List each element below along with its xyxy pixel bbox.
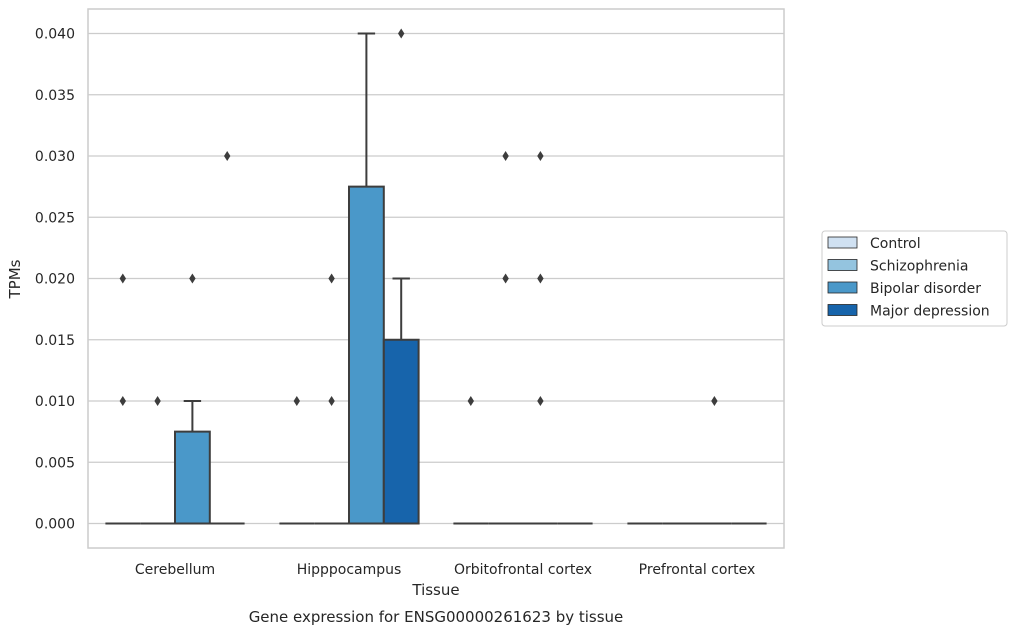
box-bipolar-disorder	[523, 151, 558, 525]
y-tick-label: 0.020	[35, 272, 75, 288]
box-schizophrenia	[488, 151, 523, 525]
outlier-point	[154, 396, 161, 406]
y-axis-title: TPMs	[6, 259, 24, 299]
box-rect	[174, 430, 211, 525]
box-control	[105, 273, 141, 525]
box-control	[279, 396, 315, 525]
outlier-point	[398, 28, 405, 39]
x-tick-label: Orbitofrontal cortex	[454, 562, 592, 578]
x-tick-label: Cerebellum	[135, 562, 215, 578]
outlier-point	[537, 396, 544, 406]
x-tick-label: Hipppocampus	[297, 562, 402, 578]
box-schizophrenia	[314, 273, 349, 525]
outlier-point	[537, 273, 544, 284]
plot-frame	[87, 8, 785, 549]
y-tick-label: 0.000	[35, 517, 75, 533]
legend-item: Major depression	[827, 304, 990, 320]
outlier-point	[119, 396, 126, 406]
legend-swatch	[827, 236, 858, 249]
outlier-point	[293, 396, 300, 406]
y-tick-label: 0.010	[35, 394, 75, 410]
outlier-point	[502, 151, 509, 161]
y-tick-label: 0.025	[35, 210, 75, 226]
outlier-point	[711, 396, 718, 406]
legend-label: Control	[870, 236, 921, 252]
outlier-point	[502, 273, 509, 284]
legend-swatch	[827, 259, 858, 271]
legend-item: Schizophrenia	[827, 259, 968, 275]
legend: Control Schizophrenia Bipolar disorder Majo…	[821, 230, 1008, 327]
legend-item: Bipolar disorder	[827, 281, 981, 297]
box-rect	[348, 185, 385, 525]
outlier-point	[537, 151, 544, 161]
x-tick-label: Prefrontal cortex	[639, 562, 756, 578]
box-series	[105, 28, 767, 525]
legend-label: Schizophrenia	[870, 259, 968, 275]
y-tick-label: 0.015	[35, 333, 75, 349]
box-bipolar-disorder	[348, 32, 385, 525]
box-schizophrenia	[140, 396, 175, 525]
outlier-point	[467, 396, 474, 406]
outlier-point	[119, 273, 126, 284]
outlier-point	[189, 273, 196, 284]
y-tick-label: 0.035	[35, 88, 75, 104]
legend-label: Bipolar disorder	[870, 281, 981, 297]
chart-caption: Gene expression for ENSG00000261623 by t…	[249, 608, 624, 626]
box-control	[453, 396, 489, 525]
x-axis-title: Tissue	[411, 581, 459, 599]
x-tick-labels: Cerebellum Hipppocampus Orbitofrontal cort…	[135, 562, 755, 578]
box-rect	[382, 338, 420, 525]
y-tick-label: 0.005	[35, 455, 75, 471]
box-bipolar-disorder	[697, 396, 732, 525]
box-major-depression	[209, 151, 245, 525]
box-bipolar-disorder	[174, 273, 211, 525]
outlier-point	[224, 151, 231, 161]
box-major-depression	[382, 28, 420, 525]
y-tick-labels: 0.000 0.005 0.010 0.015 0.020 0.025 0.030 0.035…	[35, 27, 75, 533]
legend-label: Major depression	[870, 304, 990, 320]
outlier-point	[328, 273, 335, 284]
legend-swatch	[827, 281, 858, 294]
y-tick-label: 0.040	[35, 27, 75, 43]
legend-frame	[821, 230, 1008, 327]
outlier-point	[328, 396, 335, 406]
legend-item: Control	[827, 236, 921, 252]
y-tick-label: 0.030	[35, 149, 75, 165]
legend-swatch	[827, 304, 858, 316]
